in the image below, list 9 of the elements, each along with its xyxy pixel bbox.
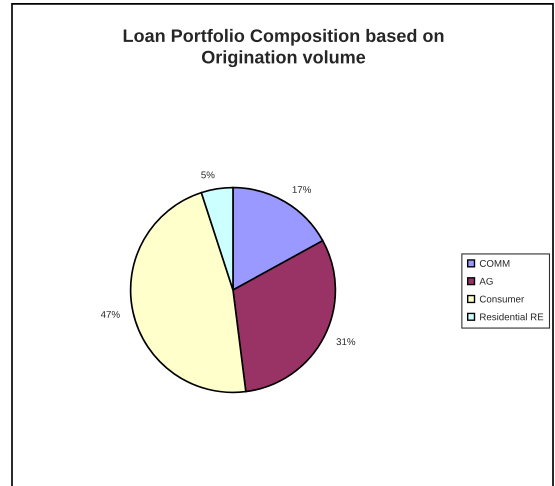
legend-label: COMM [480, 260, 510, 267]
data-label: 5% [201, 171, 215, 178]
legend-label: Residential RE [480, 313, 544, 320]
data-label: 31% [336, 338, 356, 346]
legend-label: AG [479, 278, 493, 285]
data-label: 17% [292, 186, 312, 193]
data-label: 47% [100, 311, 120, 318]
chart-title: Loan Portfolio Composition based on Origination volume [124, 28, 444, 68]
legend-label: Consumer [480, 296, 524, 303]
